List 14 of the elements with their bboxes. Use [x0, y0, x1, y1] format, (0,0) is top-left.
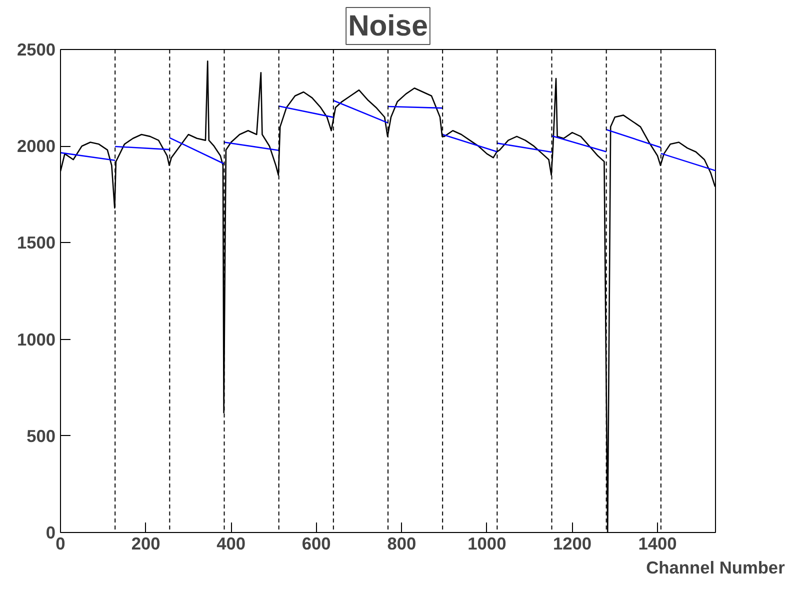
x-tick-label: 1000	[468, 534, 506, 554]
x-tick-label: 1200	[552, 534, 592, 554]
x-tick-label: 600	[302, 534, 331, 554]
y-tick-label: 1500	[16, 232, 56, 253]
x-tick-label: 400	[216, 534, 246, 554]
y-tick-label: 500	[26, 426, 56, 446]
x-axis-title: Channel Number	[646, 558, 786, 578]
y-tick-label: 2500	[16, 40, 56, 60]
chart-title: Noise	[348, 10, 428, 42]
x-tick-label: 800	[387, 534, 416, 554]
x-tick-label: 200	[131, 534, 160, 554]
x-tick-label: 1400	[638, 534, 677, 554]
y-tick-label: 1000	[16, 329, 56, 350]
y-tick-label: 2000	[16, 136, 56, 156]
